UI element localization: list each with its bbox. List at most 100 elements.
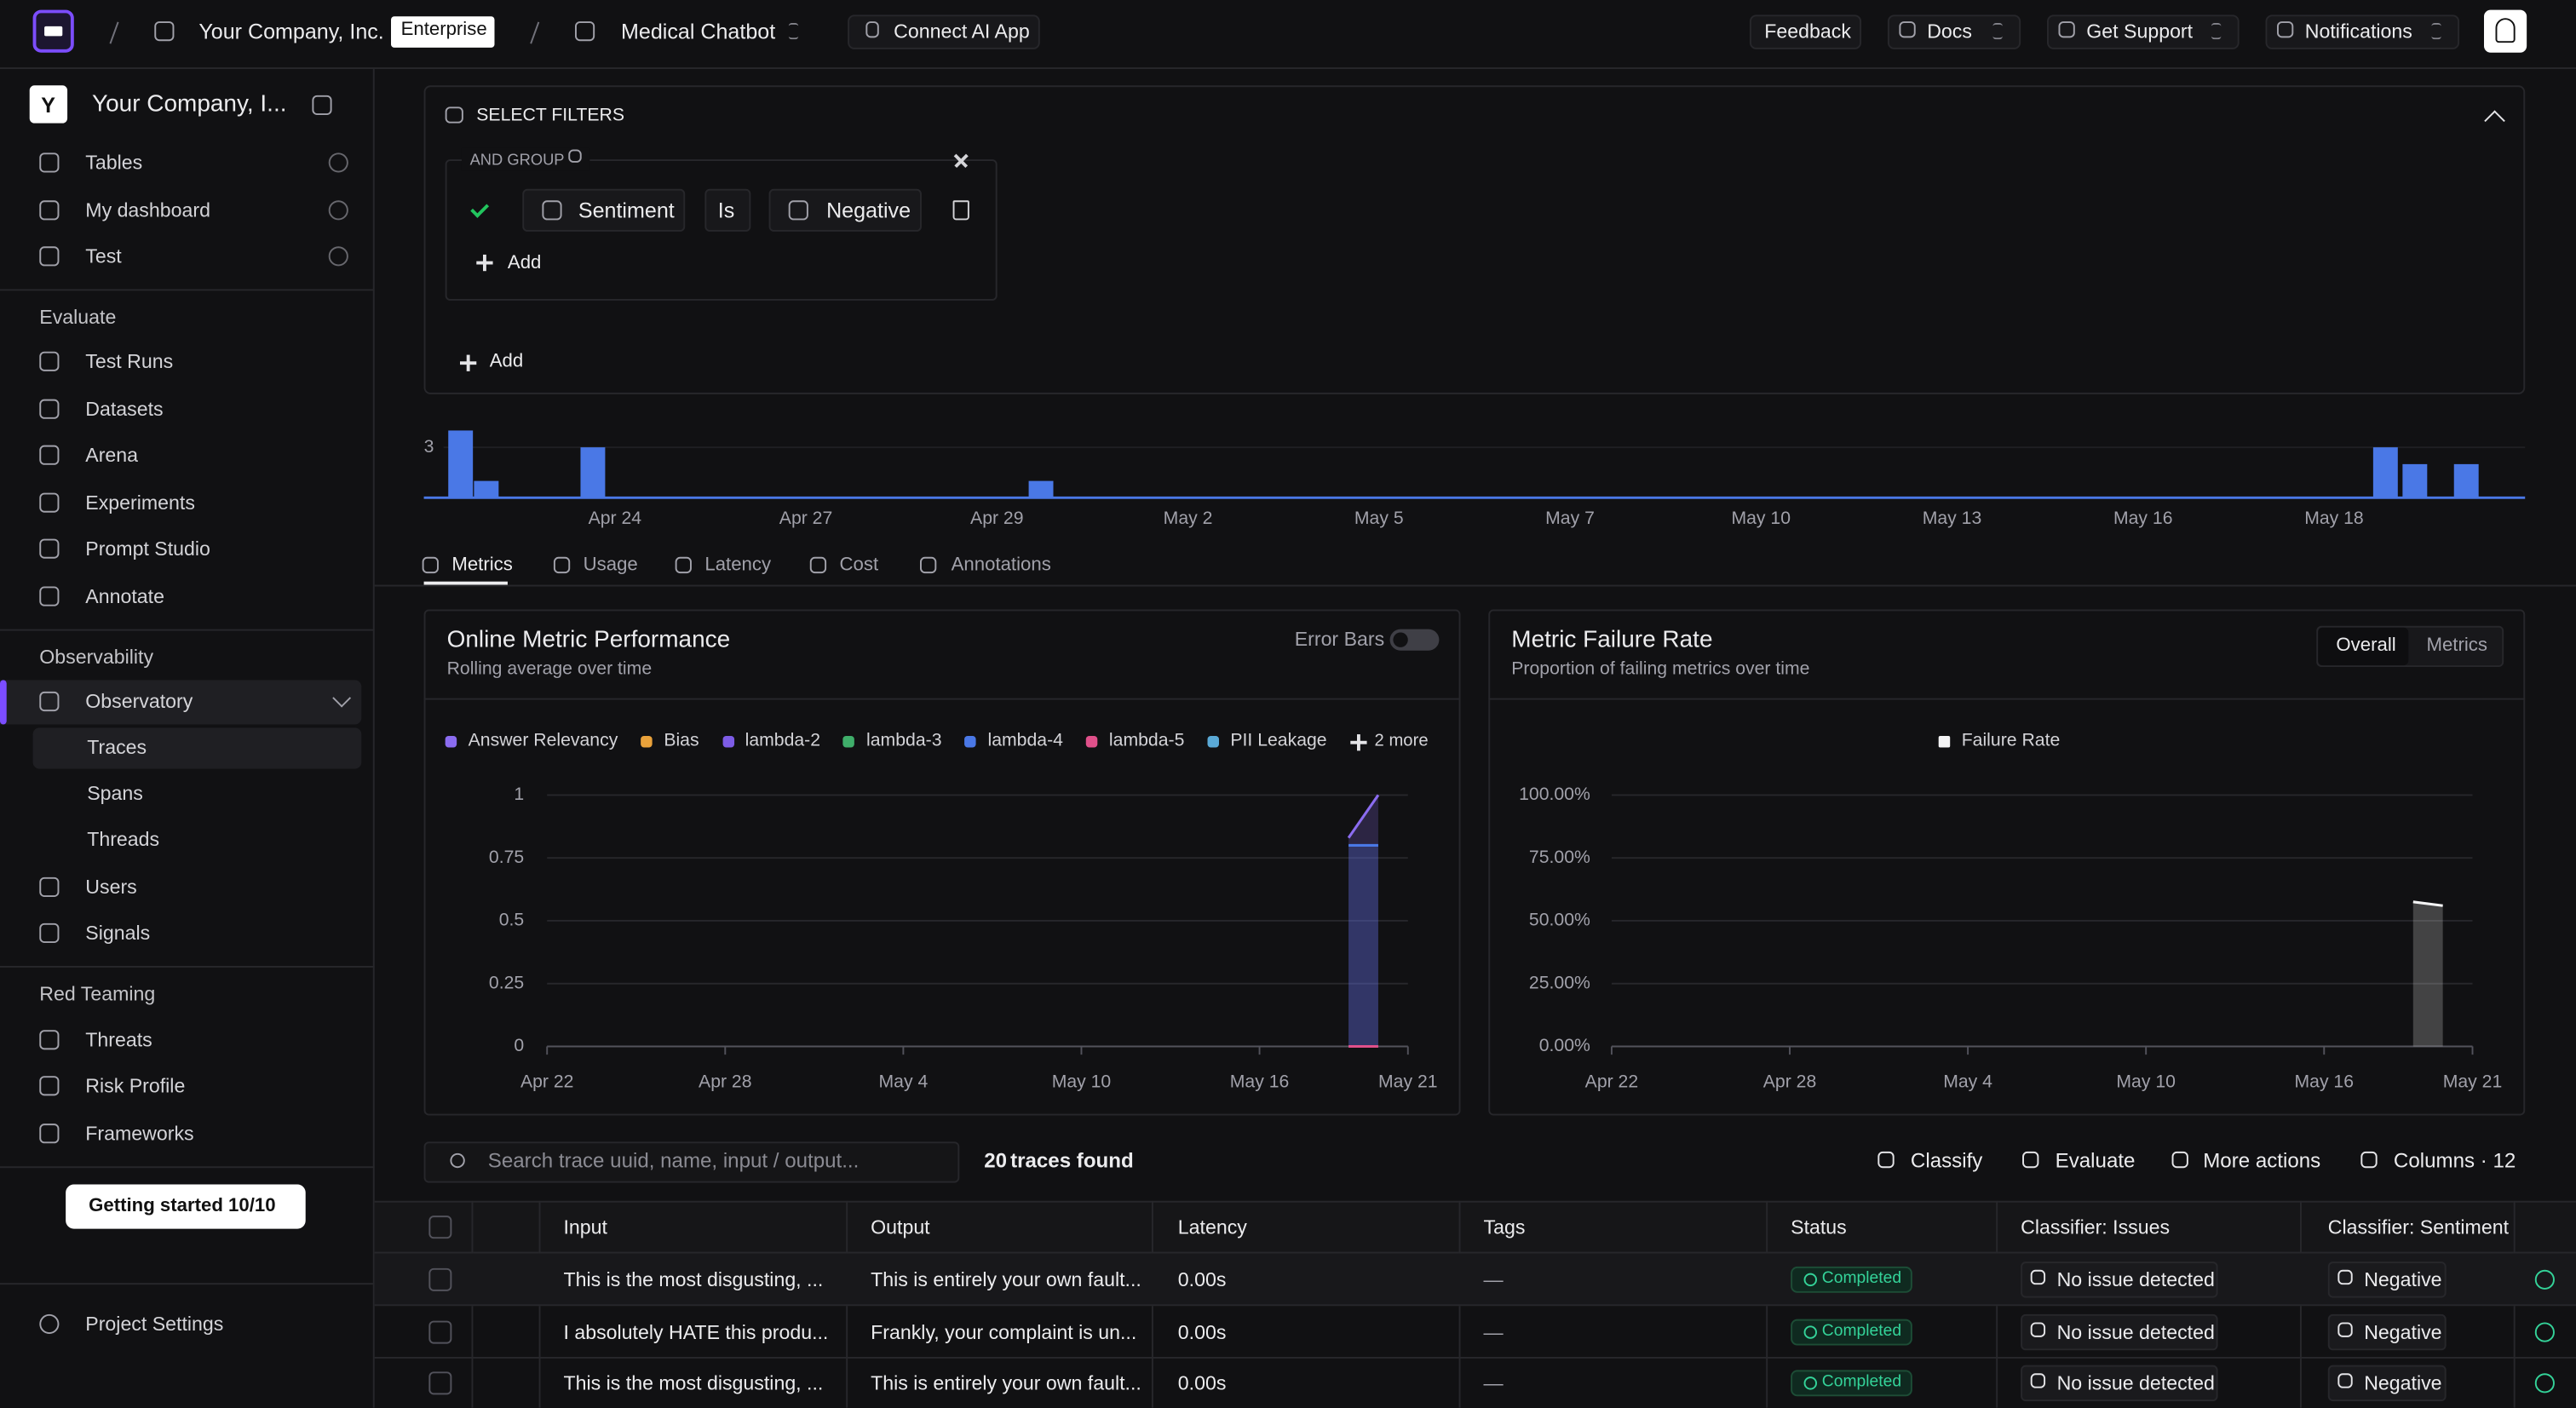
area-fill (1348, 795, 1378, 1047)
toolbar-action[interactable]: Evaluate (2055, 1149, 2136, 1173)
tab[interactable]: Cost (839, 555, 879, 576)
nav-item[interactable]: Traces (87, 735, 147, 759)
filter-chip[interactable] (704, 188, 751, 232)
nav-item[interactable]: Arena (85, 443, 139, 467)
column-header[interactable]: Input (563, 1215, 607, 1239)
cell-text: I absolutely HATE this produ... (563, 1319, 829, 1343)
filter-chip-text[interactable]: Is (717, 198, 735, 223)
toolbar-action[interactable]: Classify (1910, 1149, 1983, 1173)
nav-item[interactable]: Risk Profile (85, 1074, 186, 1098)
top-action-button[interactable] (1887, 14, 2021, 49)
filter-chip-text[interactable]: Sentiment (578, 198, 675, 223)
nav-item[interactable]: Project Settings (85, 1312, 224, 1336)
panel-divider (1488, 698, 2526, 700)
toolbar-action[interactable]: More actions (2203, 1149, 2321, 1173)
column-header[interactable]: Output (871, 1215, 930, 1239)
nav-item[interactable]: Datasets (85, 397, 164, 421)
nav-item[interactable]: Signals (85, 921, 151, 945)
top-action-text[interactable]: Docs (1927, 20, 1972, 43)
nav-item[interactable]: Tables (85, 151, 143, 175)
top-action-button[interactable] (1749, 14, 1862, 49)
nav-item[interactable]: Spans (87, 781, 143, 805)
nav-item[interactable]: Prompt Studio (85, 537, 210, 560)
delete-button[interactable] (952, 200, 969, 221)
tab[interactable]: Latency (704, 555, 772, 576)
legend-item[interactable]: Answer Relevancy (445, 732, 618, 750)
nav-item[interactable]: Annotate (85, 584, 164, 608)
nav-item[interactable]: Observatory (85, 689, 193, 713)
icon (328, 246, 348, 267)
legend-item[interactable]: Bias (641, 732, 699, 750)
nav-item[interactable]: Threads (87, 827, 160, 851)
legend-text: PII Leakage (1230, 731, 1327, 751)
top-action-text[interactable]: Get Support (2086, 20, 2194, 43)
project-name[interactable]: Medical Chatbot (620, 19, 776, 44)
toolbar-action[interactable]: Columns · 12 (2393, 1149, 2516, 1173)
nav-item[interactable]: Threats (85, 1028, 152, 1052)
legend-item[interactable]: lambda-2 (722, 732, 820, 750)
nav-item[interactable]: Test (85, 244, 122, 268)
tab[interactable]: Metrics (451, 555, 513, 576)
getting-started-button[interactable] (66, 1184, 306, 1229)
filter-panel (423, 85, 2526, 394)
nav-item[interactable]: Users (85, 875, 137, 899)
nav-item[interactable]: Experiments (85, 491, 195, 514)
row-checkbox[interactable] (428, 1319, 452, 1343)
column-header[interactable]: Tags (1483, 1215, 1526, 1239)
legend-item[interactable]: lambda-4 (964, 732, 1063, 750)
filter-chip[interactable] (522, 188, 686, 232)
legend-item[interactable]: PII Leakage (1207, 731, 1327, 751)
column-header[interactable]: Status (1791, 1215, 1847, 1239)
icon (422, 556, 439, 574)
column-header[interactable]: Classifier: Issues (2021, 1215, 2171, 1239)
search-box[interactable] (423, 1141, 960, 1183)
row-checkbox[interactable] (428, 1215, 452, 1239)
connect-button-text[interactable]: Connect AI App (894, 20, 1030, 43)
segment[interactable]: Overall (2336, 635, 2396, 656)
x-tick-label: Apr 28 (699, 1072, 751, 1092)
column-header[interactable]: Latency (1177, 1215, 1247, 1239)
status-text: Completed (1821, 1374, 1902, 1393)
connect-button[interactable] (848, 14, 1040, 49)
filter-chip-text[interactable]: Negative (826, 198, 911, 223)
segment-active (2318, 627, 2409, 666)
classifier-chip (2327, 1313, 2447, 1350)
nav-item[interactable]: Test Runs (85, 349, 174, 373)
legend-item[interactable]: lambda-5 (1085, 732, 1184, 750)
segment[interactable]: Metrics (2426, 635, 2487, 656)
top-action-button[interactable] (2265, 14, 2460, 49)
icon (2030, 1374, 2046, 1389)
icon (2030, 1269, 2046, 1285)
avatar-button[interactable] (2483, 9, 2527, 53)
filter-chip[interactable] (768, 188, 922, 232)
workspace-avatar[interactable] (29, 85, 68, 124)
x-tick-label: May 7 (1545, 509, 1595, 528)
top-action-button[interactable] (2046, 14, 2240, 49)
status-icon (1803, 1325, 1817, 1339)
nav-item[interactable]: Frameworks (85, 1122, 194, 1146)
tab[interactable]: Usage (583, 555, 638, 576)
toggle-knob (1393, 632, 1408, 647)
add-button[interactable]: Add (489, 352, 524, 372)
table-row[interactable] (374, 1306, 2576, 1359)
icon (39, 492, 60, 513)
getting-started-text[interactable]: Getting started 10/10 (89, 1196, 276, 1216)
row-checkbox[interactable] (428, 1267, 452, 1291)
icon (2058, 21, 2075, 38)
top-action-text[interactable]: Feedback (1764, 20, 1851, 43)
top-action-text[interactable]: Notifications (2304, 20, 2412, 43)
column-header[interactable]: Classifier: Sentiment (2327, 1215, 2510, 1239)
add-button[interactable]: Add (507, 253, 542, 273)
histogram-bar (580, 447, 606, 498)
legend-item[interactable]: lambda-3 (843, 732, 941, 750)
workspace-name[interactable]: Your Company, I... (91, 91, 287, 118)
icon (39, 246, 60, 267)
tab-underline (423, 581, 508, 585)
legend-more[interactable]: 2 more (1374, 731, 1429, 751)
row-checkbox[interactable] (428, 1372, 452, 1396)
nav-item[interactable]: My dashboard (85, 198, 210, 222)
organization-name[interactable]: Your Company, Inc. (198, 19, 384, 44)
legend-item[interactable]: Failure Rate (1938, 732, 2060, 750)
tab[interactable]: Annotations (951, 555, 1051, 576)
cell-text: Frankly, your complaint is un... (871, 1319, 1137, 1343)
